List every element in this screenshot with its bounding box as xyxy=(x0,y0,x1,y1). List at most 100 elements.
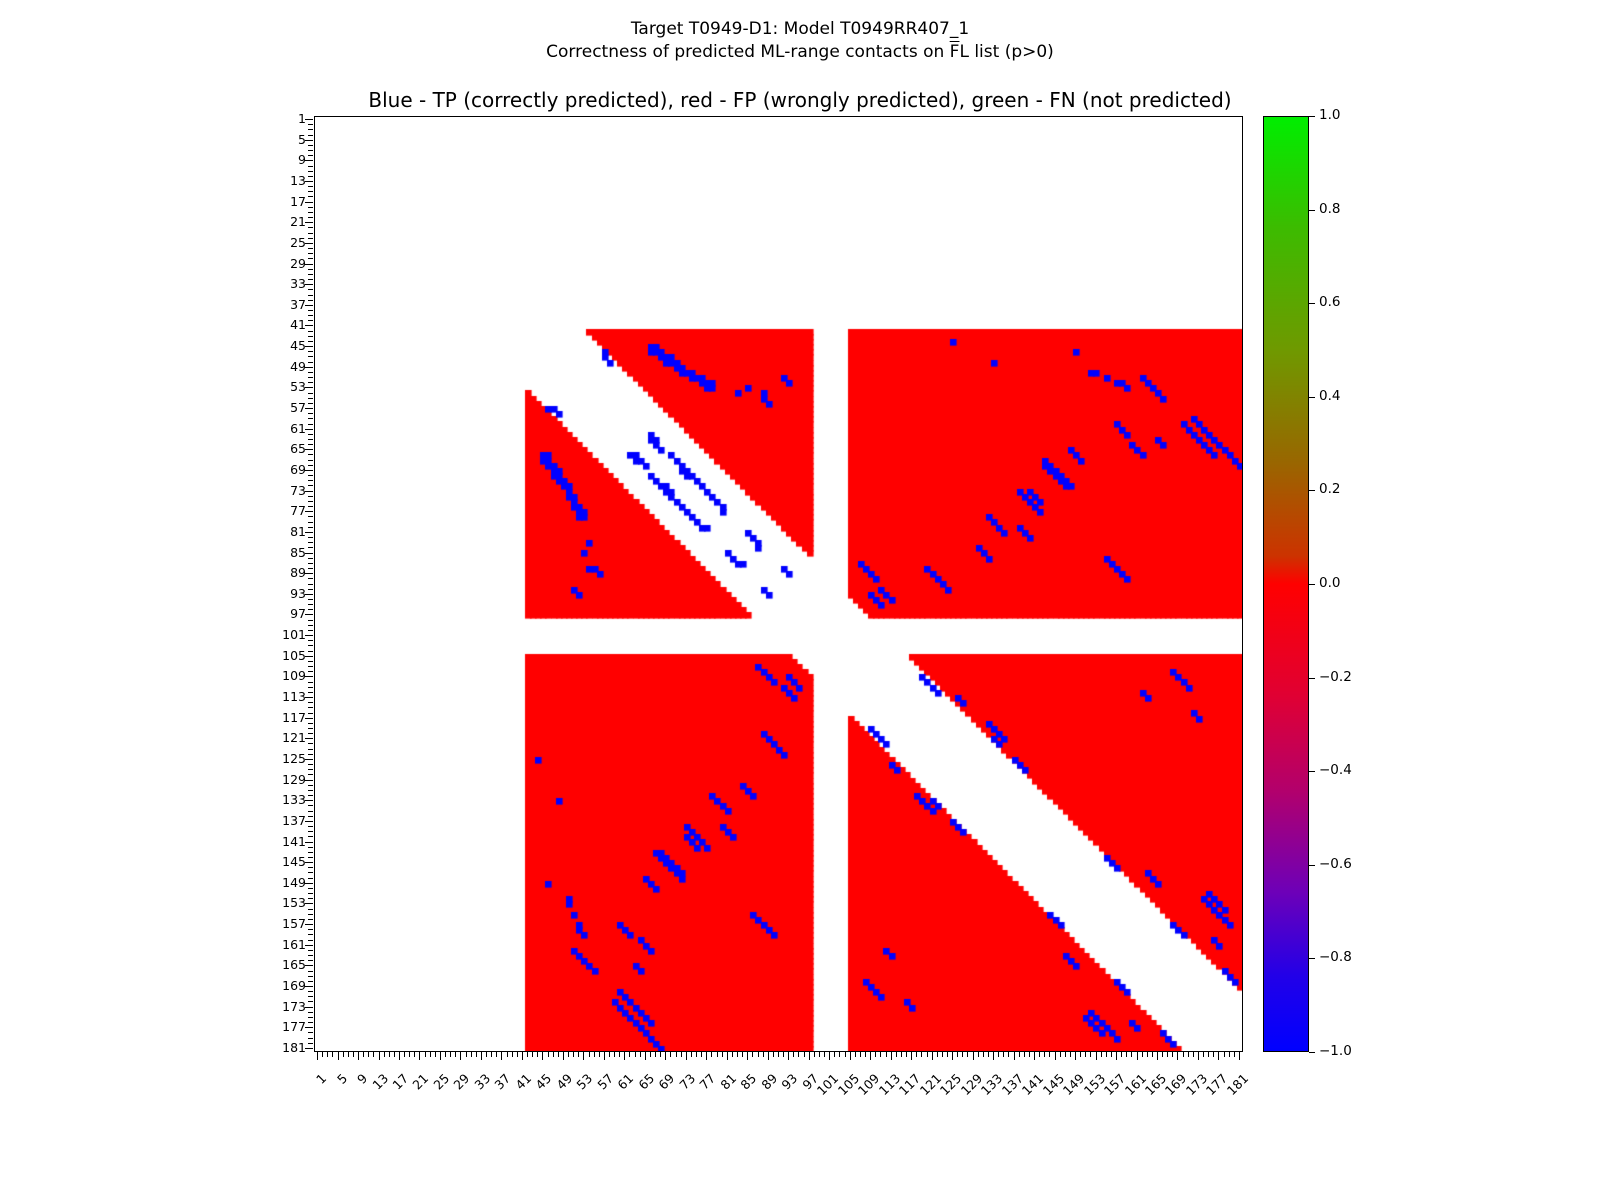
y-axis-tick-label: 49 xyxy=(290,358,306,374)
x-axis-minor-tick xyxy=(1044,1052,1046,1057)
x-axis-minor-tick xyxy=(716,1052,718,1057)
x-axis-minor-tick xyxy=(516,1052,518,1057)
x-axis-minor-tick xyxy=(352,1052,354,1057)
x-axis-tick-label: 89 xyxy=(758,1070,780,1093)
colorbar-tick-label: −0.8 xyxy=(1319,949,1352,966)
y-axis-tick-label: 81 xyxy=(290,523,306,539)
x-axis-tick-mark xyxy=(460,1052,462,1060)
x-axis-tick-mark xyxy=(1177,1052,1179,1060)
x-axis-minor-tick xyxy=(1039,1052,1041,1057)
x-axis-minor-tick xyxy=(982,1052,984,1057)
y-axis-minor-tick xyxy=(308,743,313,745)
x-axis-minor-tick xyxy=(470,1052,472,1057)
y-axis-minor-tick xyxy=(308,913,313,915)
x-axis-tick-mark xyxy=(419,1052,421,1060)
x-axis-minor-tick xyxy=(798,1052,800,1057)
x-axis-minor-tick xyxy=(834,1052,836,1057)
y-axis-tick-label: 173 xyxy=(282,998,306,1014)
x-axis-minor-tick xyxy=(1080,1052,1082,1057)
y-axis-minor-tick xyxy=(308,480,313,482)
x-axis-minor-tick xyxy=(987,1052,989,1057)
x-axis-minor-tick xyxy=(327,1052,329,1057)
contact-map-plot-area[interactable] xyxy=(314,116,1243,1052)
x-axis-minor-tick xyxy=(778,1052,779,1057)
y-axis-minor-tick xyxy=(308,660,313,662)
y-axis-tick-mark xyxy=(305,160,313,162)
y-axis-minor-tick xyxy=(308,666,313,668)
colorbar-gradient[interactable] xyxy=(1263,116,1309,1052)
x-axis-minor-tick xyxy=(322,1052,324,1057)
x-axis-tick-mark xyxy=(521,1052,523,1060)
y-axis-tick-label: 181 xyxy=(282,1039,306,1055)
y-axis-minor-tick xyxy=(308,191,313,193)
y-axis-minor-tick xyxy=(308,681,313,683)
x-axis-minor-tick xyxy=(368,1052,370,1057)
y-axis-minor-tick xyxy=(308,289,313,291)
y-axis-tick-label: 53 xyxy=(290,379,306,395)
y-axis-tick-label: 105 xyxy=(282,647,306,663)
x-axis-tick-mark xyxy=(665,1052,667,1060)
x-axis-minor-tick xyxy=(363,1052,365,1057)
y-axis-tick-mark xyxy=(305,552,313,554)
y-axis-minor-tick xyxy=(308,856,313,858)
x-axis-minor-tick xyxy=(434,1052,436,1057)
x-axis-tick-label: 53 xyxy=(573,1070,596,1093)
x-axis-minor-tick xyxy=(721,1052,723,1057)
y-axis-minor-tick xyxy=(308,867,313,869)
y-axis-minor-tick xyxy=(308,361,313,363)
x-axis-minor-tick xyxy=(1182,1052,1184,1057)
x-axis-tick-mark xyxy=(1034,1052,1036,1060)
x-axis-tick-mark xyxy=(931,1052,933,1060)
x-axis-tick-mark xyxy=(747,1052,749,1060)
x-axis-minor-tick xyxy=(711,1052,713,1057)
y-axis-tick-label: 85 xyxy=(290,544,306,560)
y-axis-tick-mark xyxy=(305,387,313,389)
x-axis-tick-mark xyxy=(767,1052,769,1060)
x-axis-tick-label: 65 xyxy=(635,1070,658,1093)
y-axis-minor-tick xyxy=(308,340,313,342)
y-axis-minor-tick xyxy=(308,382,313,384)
x-axis-minor-tick xyxy=(1131,1052,1133,1057)
y-axis-tick-mark xyxy=(305,573,313,575)
y-axis-minor-tick xyxy=(308,975,313,977)
y-axis-minor-tick xyxy=(308,598,313,600)
y-axis-tick-mark xyxy=(305,222,313,224)
y-axis-minor-tick xyxy=(308,402,313,404)
x-axis-minor-tick xyxy=(649,1052,651,1057)
x-axis-minor-tick xyxy=(491,1052,493,1057)
y-axis-minor-tick xyxy=(308,722,313,724)
y-axis-tick-mark xyxy=(305,779,313,781)
x-axis-tick-label: 49 xyxy=(553,1070,576,1093)
colorbar-tick-mark xyxy=(1309,864,1315,866)
x-axis-minor-tick xyxy=(839,1052,841,1057)
y-axis-tick-label: 177 xyxy=(282,1019,306,1035)
y-axis-minor-tick xyxy=(308,918,313,920)
y-axis-minor-tick xyxy=(308,547,313,549)
y-axis-tick-label: 89 xyxy=(290,565,306,581)
x-axis-minor-tick xyxy=(936,1052,938,1057)
x-axis-minor-tick xyxy=(404,1052,406,1057)
x-axis-minor-tick xyxy=(1105,1052,1107,1057)
y-axis-minor-tick xyxy=(308,702,313,704)
y-axis-tick-mark xyxy=(305,469,313,471)
y-axis-tick-mark xyxy=(305,325,313,327)
x-axis-minor-tick xyxy=(429,1052,431,1057)
x-axis-minor-tick xyxy=(875,1052,877,1057)
y-axis-tick-label: 1 xyxy=(298,111,306,127)
y-axis-tick-label: 113 xyxy=(282,689,306,705)
y-axis-minor-tick xyxy=(308,908,313,910)
y-axis-tick-label: 93 xyxy=(290,585,306,601)
x-axis-minor-tick xyxy=(455,1052,457,1057)
y-axis-tick-mark xyxy=(305,449,313,451)
y-axis-tick-label: 125 xyxy=(282,750,306,766)
x-axis-minor-tick xyxy=(962,1052,964,1057)
contact-map-matrix[interactable] xyxy=(315,117,1242,1051)
y-axis-tick-label: 153 xyxy=(282,895,306,911)
x-axis-minor-tick xyxy=(906,1052,908,1057)
y-axis-minor-tick xyxy=(308,144,313,146)
y-axis-minor-tick xyxy=(308,748,313,750)
x-axis-minor-tick xyxy=(424,1052,426,1057)
colorbar-tick-label: 0.6 xyxy=(1319,294,1341,311)
x-axis-tick-mark xyxy=(1136,1052,1138,1060)
y-axis-tick-mark xyxy=(305,758,313,760)
